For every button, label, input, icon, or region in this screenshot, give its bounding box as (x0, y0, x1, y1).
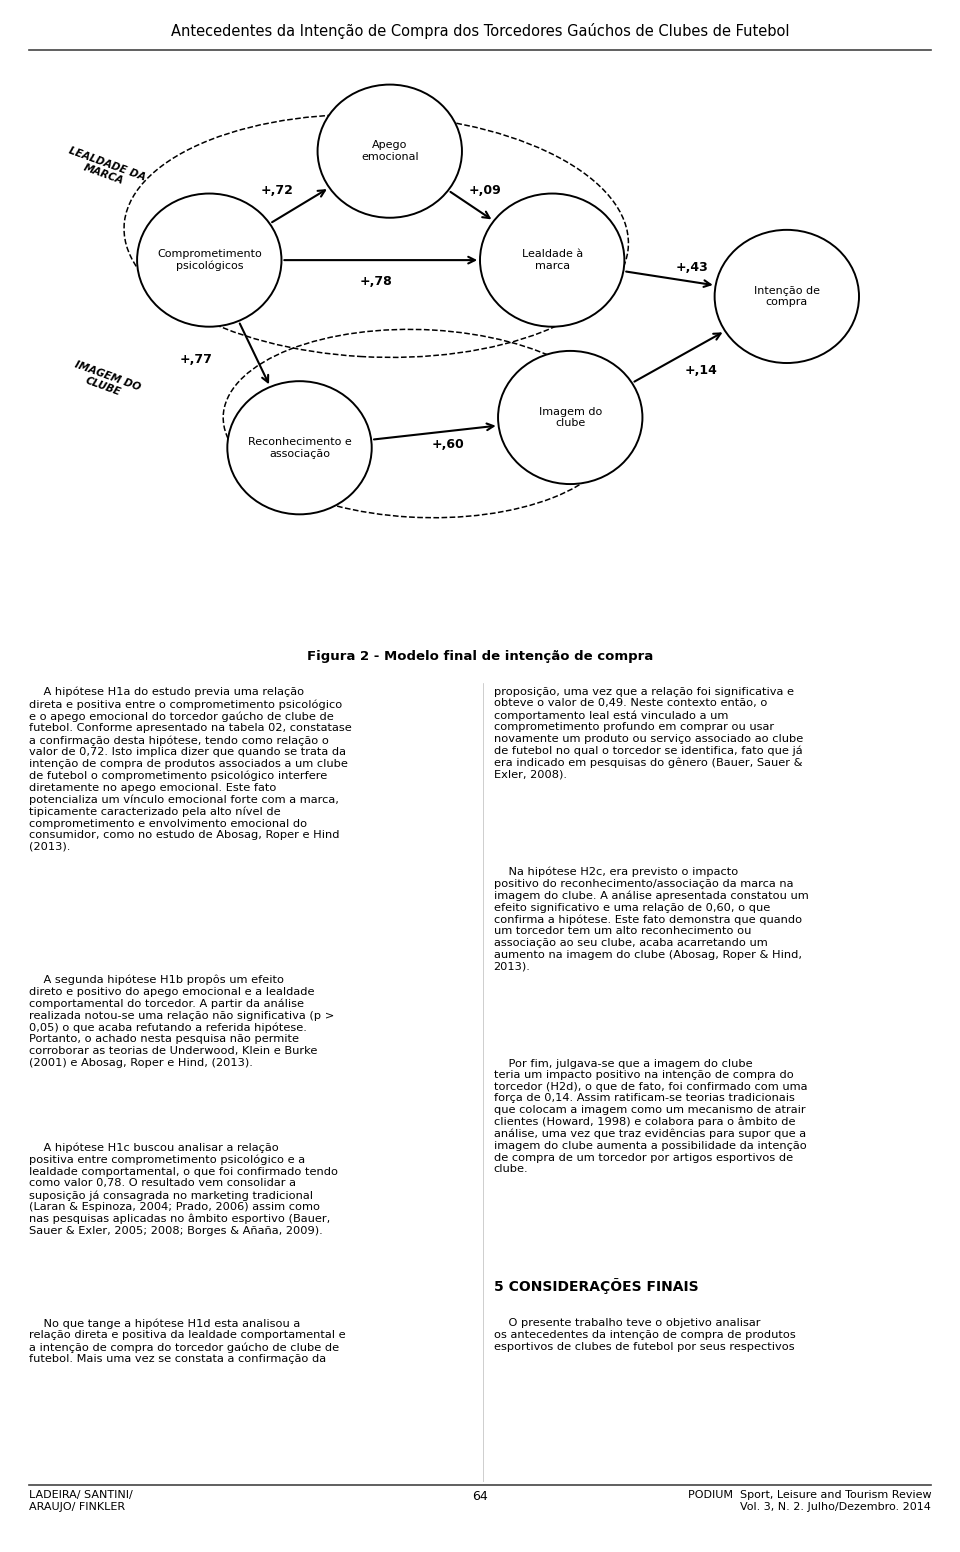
Text: +,14: +,14 (684, 363, 717, 377)
Text: Figura 2 - Modelo final de intenção de compra: Figura 2 - Modelo final de intenção de c… (307, 650, 653, 663)
Text: 64: 64 (472, 1490, 488, 1502)
Text: Imagem do
clube: Imagem do clube (539, 407, 602, 428)
Ellipse shape (714, 230, 859, 363)
Text: +,78: +,78 (360, 275, 393, 287)
Ellipse shape (498, 351, 642, 484)
Text: +,43: +,43 (676, 261, 708, 273)
Text: Apego
emocional: Apego emocional (361, 140, 419, 161)
Text: +,60: +,60 (432, 438, 465, 452)
Text: A segunda hipótese H1b propôs um efeito
direto e positivo do apego emocional e a: A segunda hipótese H1b propôs um efeito … (29, 975, 334, 1068)
Text: No que tange a hipótese H1d esta analisou a
relação direta e positiva da lealdad: No que tange a hipótese H1d esta analiso… (29, 1318, 346, 1364)
Text: +,77: +,77 (180, 354, 212, 366)
Text: proposição, uma vez que a relação foi significativa e
obteve o valor de 0,49. Ne: proposição, uma vez que a relação foi si… (493, 688, 803, 779)
Text: A hipótese H1a do estudo previa uma relação
direta e positiva entre o comprometi: A hipótese H1a do estudo previa uma rela… (29, 688, 351, 852)
Text: O presente trabalho teve o objetivo analisar
os antecedentes da intenção de comp: O presente trabalho teve o objetivo anal… (493, 1318, 795, 1352)
Ellipse shape (137, 194, 281, 326)
Text: +,72: +,72 (260, 185, 294, 197)
Text: Na hipótese H2c, era previsto o impacto
positivo do reconhecimento/associação da: Na hipótese H2c, era previsto o impacto … (493, 866, 808, 972)
Ellipse shape (480, 194, 624, 326)
Text: Antecedentes da Intenção de Compra dos Torcedores Gaúchos de Clubes de Futebol: Antecedentes da Intenção de Compra dos T… (171, 23, 789, 39)
Text: LEALDADE DA
MARCA: LEALDADE DA MARCA (63, 146, 147, 194)
Ellipse shape (318, 85, 462, 217)
Ellipse shape (228, 382, 372, 514)
Text: 5 CONSIDERAÇÕES FINAIS: 5 CONSIDERAÇÕES FINAIS (493, 1279, 698, 1294)
Text: A hipótese H1c buscou analisar a relação
positiva entre comprometimento psicológ: A hipótese H1c buscou analisar a relação… (29, 1142, 338, 1235)
Text: Lealdade à
marca: Lealdade à marca (521, 250, 583, 272)
Text: IMAGEM DO
CLUBE: IMAGEM DO CLUBE (69, 359, 142, 404)
Text: Por fim, julgava-se que a imagem do clube
teria um impacto positivo na intenção : Por fim, julgava-se que a imagem do club… (493, 1058, 807, 1175)
Text: Comprometimento
psicológicos: Comprometimento psicológicos (156, 248, 262, 272)
Text: +,09: +,09 (468, 185, 501, 197)
Text: LADEIRA/ SANTINI/
ARAUJO/ FINKLER: LADEIRA/ SANTINI/ ARAUJO/ FINKLER (29, 1490, 132, 1512)
Text: Reconhecimento e
associação: Reconhecimento e associação (248, 438, 351, 458)
Text: PODIUM  Sport, Leisure and Tourism Review
Vol. 3, N. 2. Julho/Dezembro. 2014: PODIUM Sport, Leisure and Tourism Review… (687, 1490, 931, 1512)
Text: Intenção de
compra: Intenção de compra (754, 286, 820, 307)
